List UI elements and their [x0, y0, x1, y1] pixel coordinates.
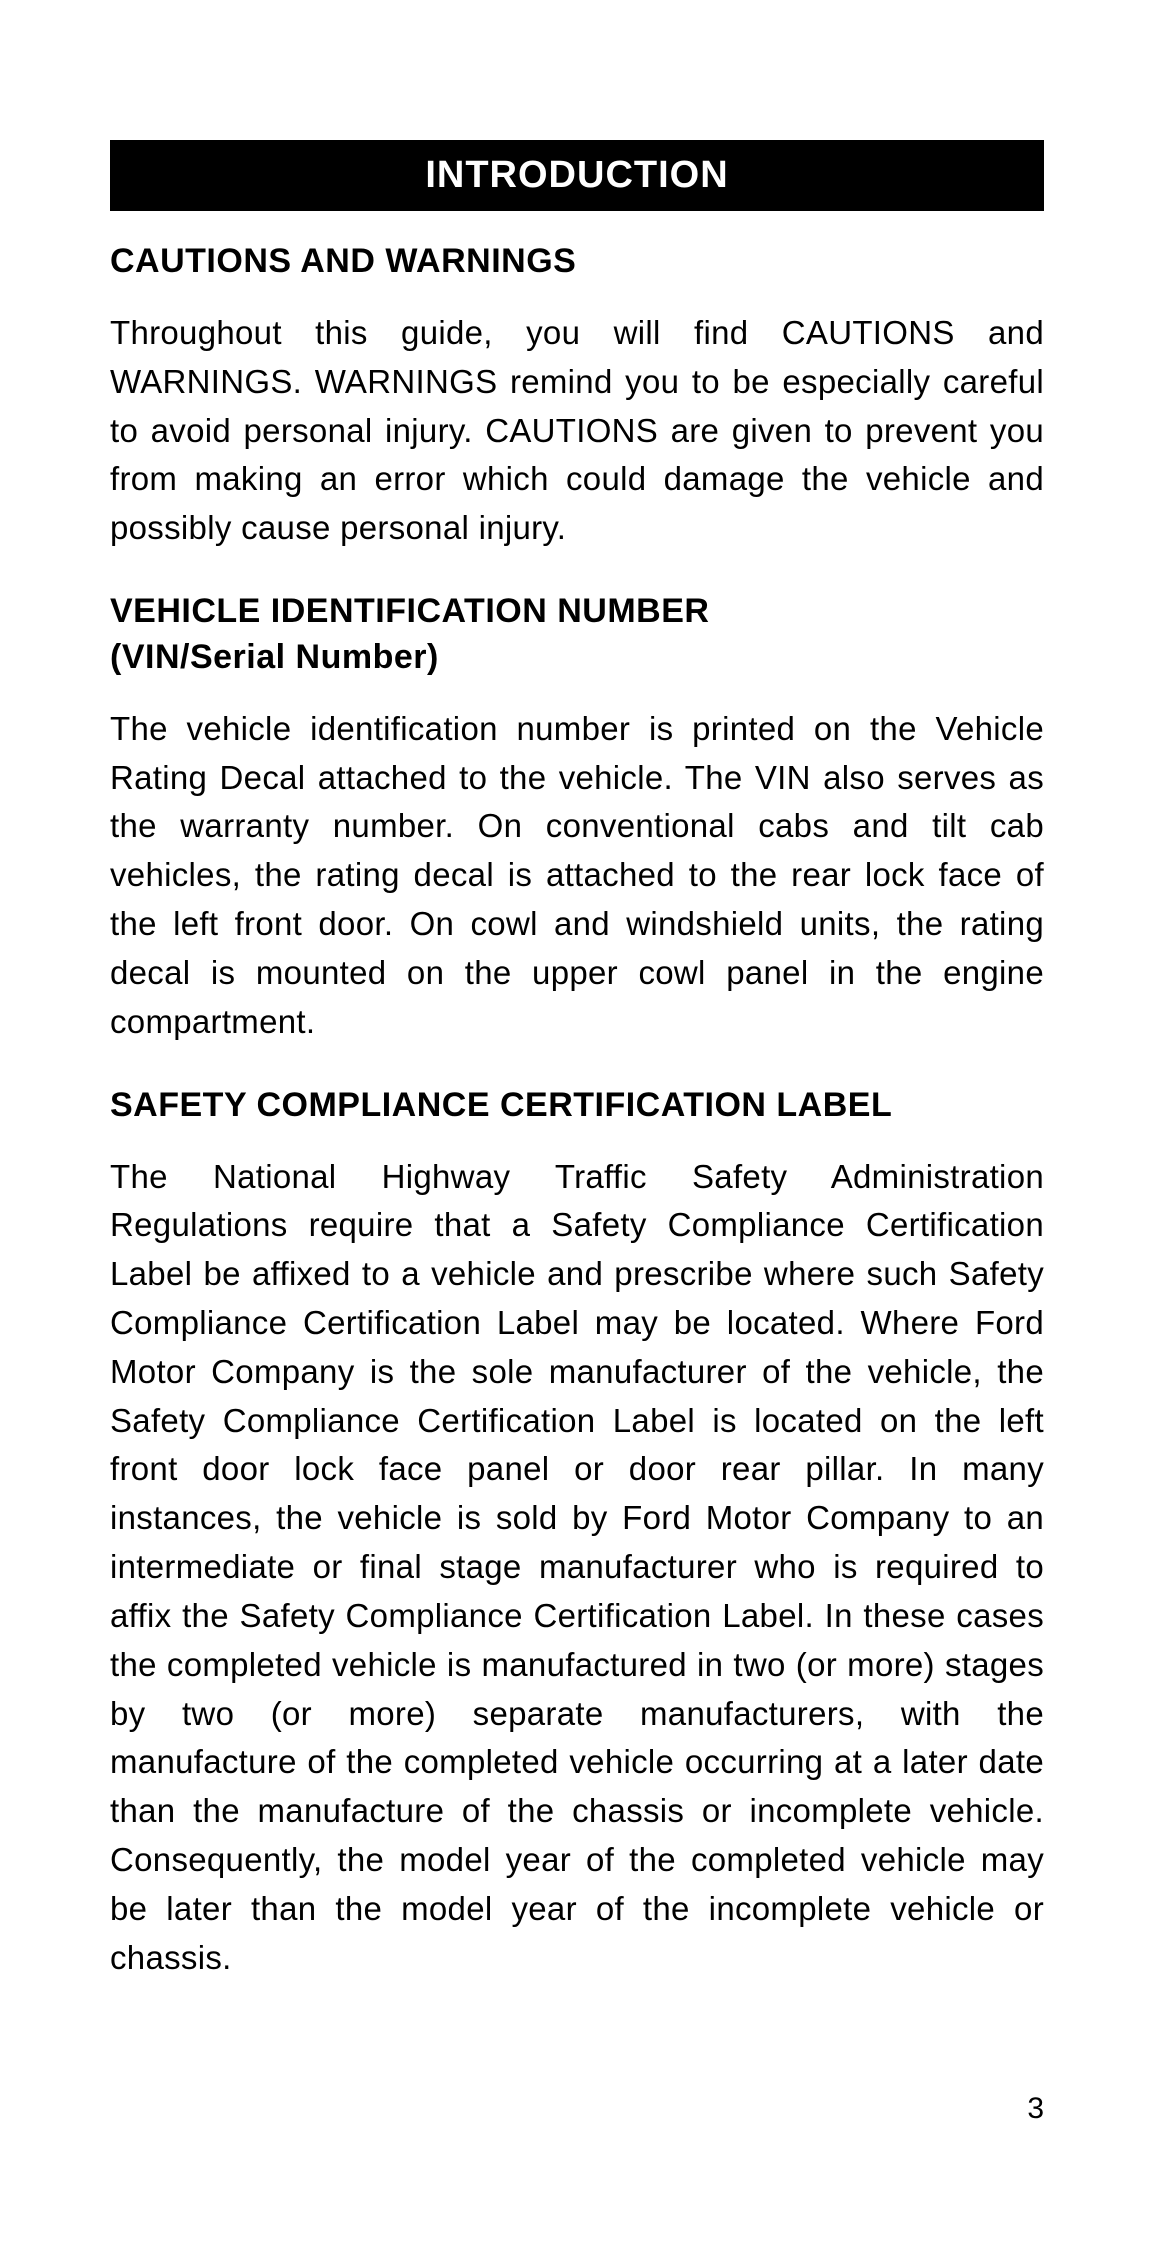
- body-safety: The National Highway Traffic Safety Admi…: [110, 1153, 1044, 1983]
- section-heading-safety: SAFETY COMPLIANCE CERTIFICATION LABEL: [110, 1083, 1044, 1129]
- section-heading-vin: VEHICLE IDENTIFICATION NUMBER (VIN/Seria…: [110, 589, 1044, 681]
- title-banner: INTRODUCTION: [110, 140, 1044, 211]
- body-cautions: Throughout this guide, you will find CAU…: [110, 309, 1044, 553]
- body-vin: The vehicle identification number is pri…: [110, 705, 1044, 1047]
- vin-heading-line2: (VIN/Serial Number): [110, 638, 439, 676]
- page-number: 3: [1027, 2092, 1044, 2126]
- vin-heading-line1: VEHICLE IDENTIFICATION NUMBER: [110, 592, 709, 630]
- section-heading-cautions: CAUTIONS AND WARNINGS: [110, 239, 1044, 285]
